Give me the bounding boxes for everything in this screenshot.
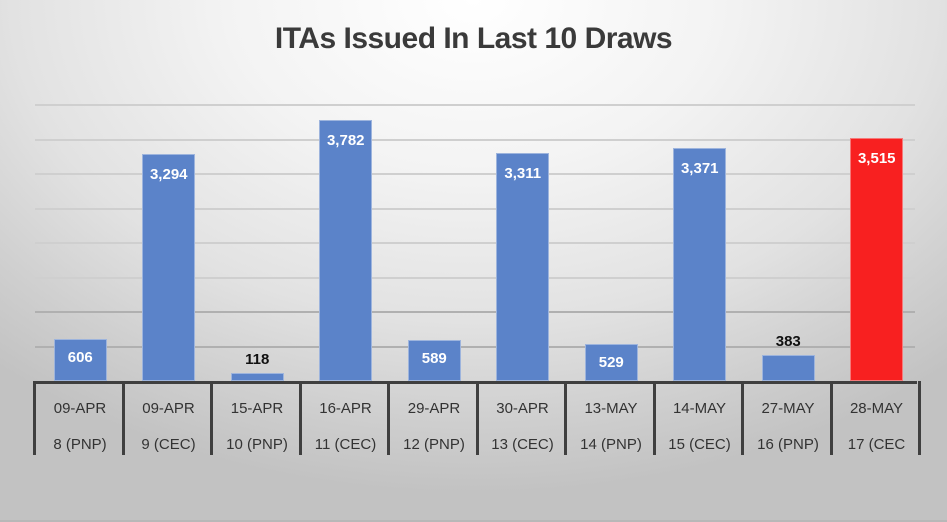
- gridline: [35, 104, 915, 106]
- gridline: [35, 276, 915, 279]
- category-separator: [475, 381, 479, 455]
- category-draw: 15 (CEC): [668, 436, 731, 453]
- category-separator: [564, 381, 567, 455]
- data-label: 529: [598, 354, 624, 372]
- category-separator: [298, 381, 302, 455]
- category-date: 27-MAY: [761, 400, 815, 417]
- category-separator: [829, 381, 833, 455]
- category-draw: 9 (CEC): [141, 436, 196, 453]
- category-draw: 12 (PNP): [403, 436, 465, 453]
- data-label: 3,294: [149, 165, 188, 183]
- category-draw: 8 (PNP): [53, 436, 107, 453]
- category-date: 13-MAY: [584, 400, 638, 417]
- data-label: 3,515: [857, 150, 896, 168]
- category-draw: 16 (PNP): [757, 436, 819, 453]
- chart-title: ITAs Issued In Last 10 Draws: [274, 22, 673, 55]
- bar: [53, 339, 107, 381]
- category-date: 16-APR: [319, 400, 372, 417]
- category-draw: 10 (PNP): [226, 436, 288, 453]
- bar: [407, 340, 461, 381]
- data-label: 118: [245, 350, 270, 368]
- gridline: [35, 311, 915, 313]
- data-label: 606: [67, 349, 93, 367]
- category-separator: [652, 381, 656, 455]
- gridline: [35, 173, 915, 175]
- category-separator: [918, 381, 921, 455]
- category-date: 09-APR: [53, 400, 107, 417]
- data-label: 3,782: [326, 132, 365, 150]
- data-label: 589: [421, 350, 447, 368]
- gridline: [35, 242, 915, 244]
- category-separator: [741, 381, 744, 455]
- category-separator: [210, 381, 213, 455]
- category-date: 14-MAY: [672, 400, 727, 417]
- category-date: 28-MAY: [849, 400, 904, 417]
- data-label: 3,311: [504, 164, 542, 182]
- bar: [584, 344, 638, 381]
- bar: [761, 354, 815, 381]
- bar: [850, 138, 904, 381]
- bar: [496, 152, 550, 381]
- category-date: 15-APR: [230, 400, 284, 417]
- bar: [230, 372, 284, 381]
- gridline: [35, 207, 915, 210]
- x-axis-line: [33, 381, 917, 384]
- gridline: [35, 345, 915, 348]
- category-date: 29-APR: [407, 400, 461, 417]
- bar: [673, 148, 727, 381]
- data-label: 383: [775, 332, 801, 350]
- category-draw: 13 (CEC): [491, 436, 554, 453]
- category-draw: 11 (CEC): [314, 436, 377, 453]
- gridline: [35, 138, 915, 141]
- category-separator: [121, 381, 125, 455]
- category-draw: 17 (CEC: [847, 436, 906, 453]
- category-date: 30-APR: [496, 400, 549, 417]
- category-draw: 14 (PNP): [580, 436, 642, 453]
- bar: [142, 153, 196, 381]
- bar: [319, 120, 373, 381]
- category-separator: [33, 381, 36, 455]
- category-separator: [387, 381, 390, 455]
- data-label: 3,371: [680, 160, 719, 178]
- category-date: 09-APR: [142, 400, 195, 417]
